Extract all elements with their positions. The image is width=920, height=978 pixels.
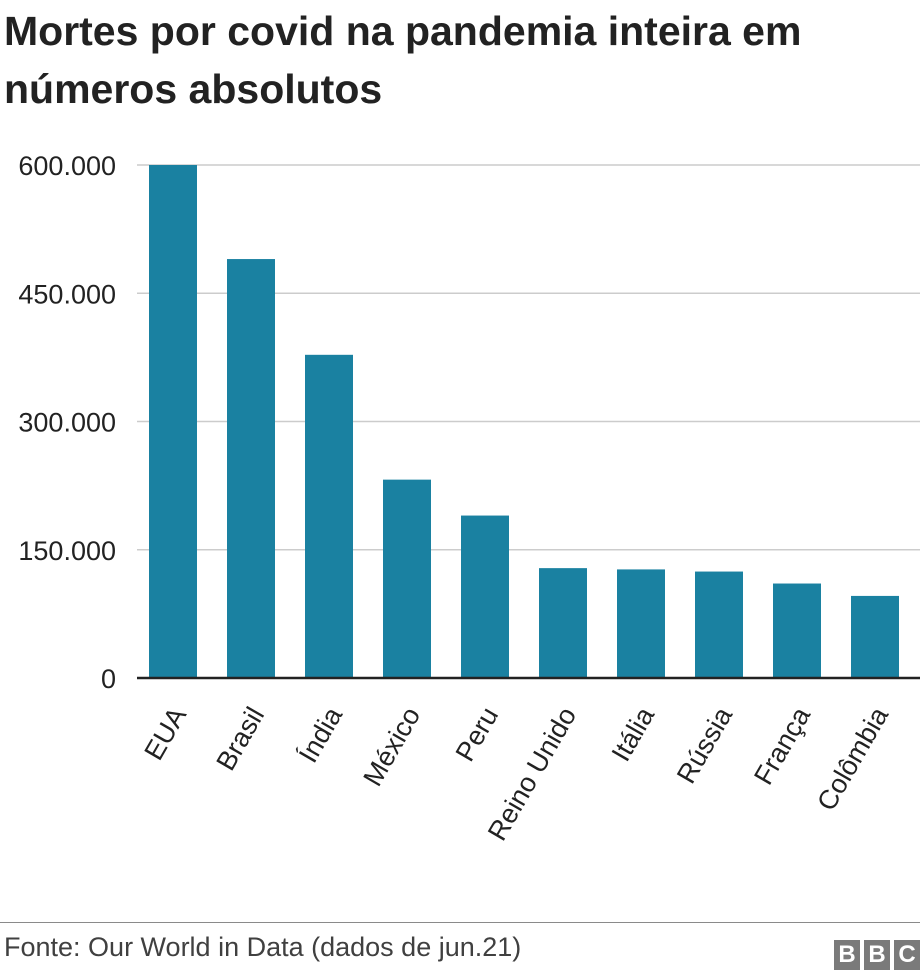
y-tick-label: 150.000 (18, 536, 116, 566)
x-tick-label: Peru (450, 702, 505, 766)
chart-title: Mortes por covid na pandemia inteira em … (4, 8, 802, 112)
logo-letter-b2: B (864, 940, 890, 970)
footer-divider (0, 922, 920, 923)
bar-itália (617, 569, 665, 678)
x-tick-label: México (357, 702, 426, 791)
x-tick-label: Colômbia (811, 701, 894, 816)
bar-reino-unido (539, 568, 587, 678)
bar-frança (773, 583, 821, 678)
y-tick-label: 600.000 (18, 151, 116, 181)
bar-índia (305, 354, 353, 678)
bar-colômbia (851, 595, 899, 678)
logo-letter-c: C (894, 940, 920, 970)
bar-rússia (695, 571, 743, 678)
x-tick-label: França (748, 701, 816, 790)
logo-letter-b1: B (834, 940, 860, 970)
bar-brasil (227, 259, 275, 678)
x-tick-label: Índia (293, 701, 349, 768)
x-tick-label: EUA (138, 702, 192, 765)
y-axis-tick-labels: 0 150.000 300.000 450.000 600.000 (18, 151, 116, 694)
x-tick-label: Itália (606, 701, 661, 766)
y-tick-label: 450.000 (18, 279, 116, 309)
bar-peru (461, 515, 509, 678)
bar-méxico (383, 479, 431, 678)
x-tick-label: Rússia (671, 701, 739, 788)
source-note: Fonte: Our World in Data (dados de jun.2… (4, 932, 522, 962)
bar-chart: 0 150.000 300.000 450.000 600.000 EUA Brasil Í… (18, 151, 920, 846)
bars (149, 165, 899, 678)
bar-eua (149, 165, 197, 678)
x-tick-label: Brasil (210, 702, 270, 775)
y-tick-label: 0 (101, 664, 116, 694)
y-tick-label: 300.000 (18, 408, 116, 438)
bbc-logo: B B C (834, 940, 920, 970)
